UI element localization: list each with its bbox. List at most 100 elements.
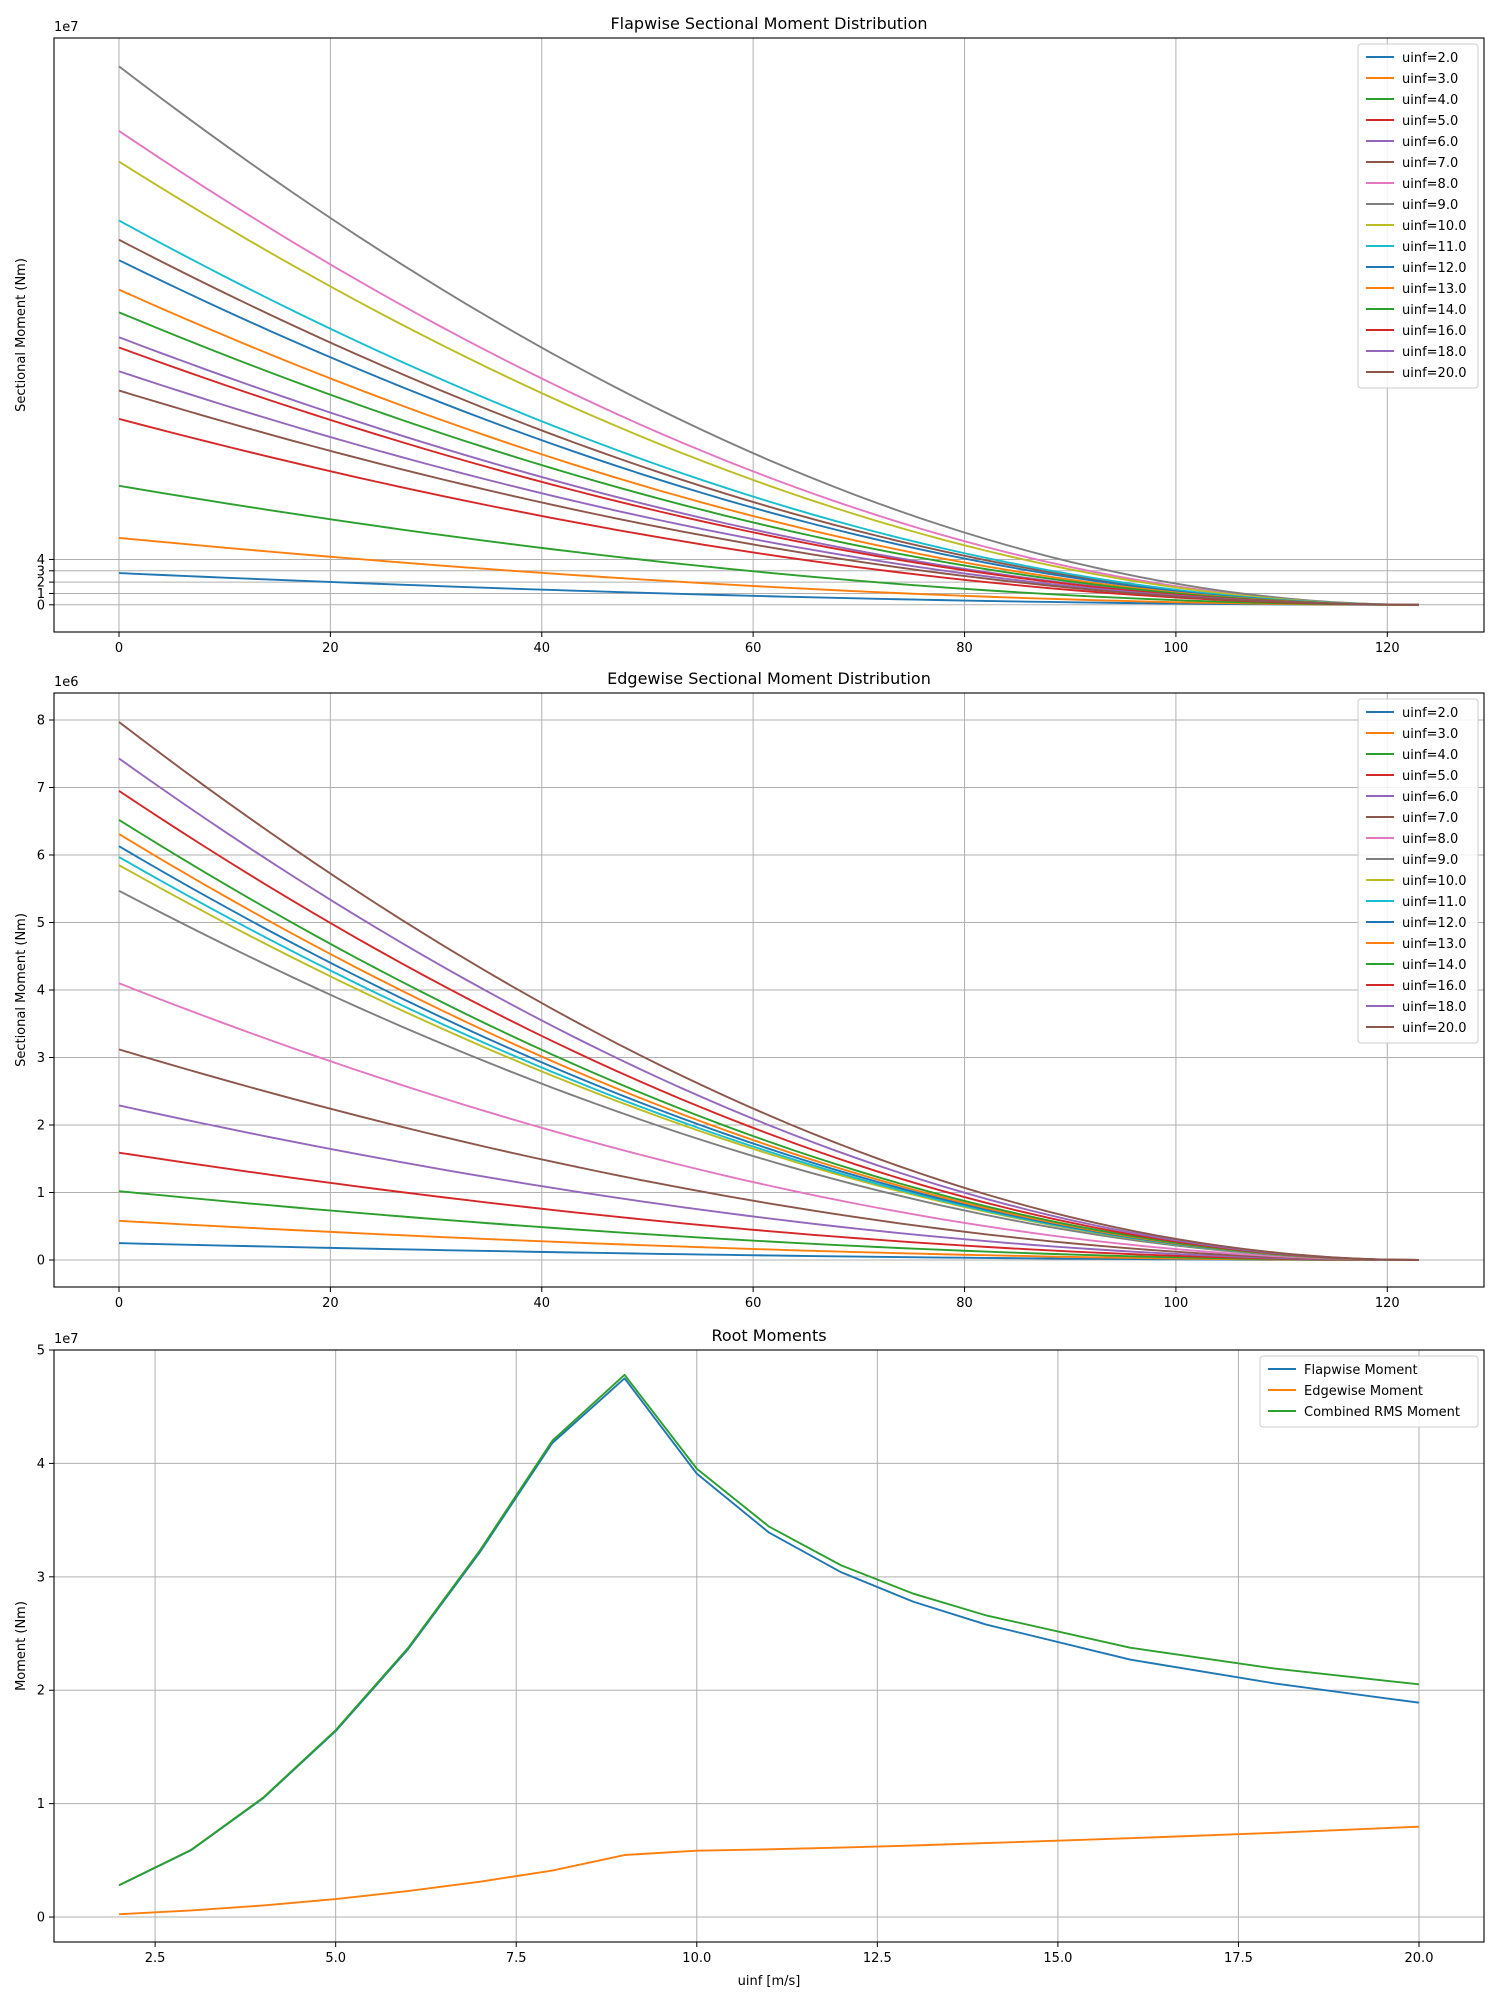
series-line	[118, 572, 1420, 606]
y-axis-label: Moment (Nm)	[14, 1601, 29, 1691]
axes-frame	[53, 37, 1485, 633]
series-line	[118, 790, 1420, 1261]
legend-entry: Combined RMS Moment	[1304, 1405, 1460, 1420]
scale-label: 1e6	[54, 675, 79, 690]
y-tick-label: 2	[37, 576, 45, 591]
y-tick-label: 6	[37, 849, 45, 864]
x-tick-label: 60	[745, 1296, 762, 1311]
legend-entry: uinf=12.0	[1402, 916, 1467, 931]
x-tick-label: 20	[322, 641, 339, 656]
legend-box	[1357, 43, 1479, 389]
legend-box	[1259, 1355, 1479, 1428]
x-tick-label: 17.5	[1224, 1951, 1253, 1966]
legend-entry: uinf=2.0	[1402, 51, 1458, 66]
series-line	[118, 1373, 1420, 1887]
series-line	[118, 346, 1420, 606]
legend-entry: uinf=5.0	[1402, 769, 1458, 784]
legend-entry: uinf=6.0	[1402, 135, 1458, 150]
series-line	[118, 219, 1420, 606]
legend-entry: uinf=10.0	[1402, 874, 1467, 889]
legend-entry: uinf=3.0	[1402, 727, 1458, 742]
legend-entry: uinf=10.0	[1402, 219, 1467, 234]
legend-entry: Flapwise Moment	[1304, 1363, 1418, 1378]
x-tick-label: 100	[1163, 1296, 1188, 1311]
legend-entry: uinf=7.0	[1402, 811, 1458, 826]
scale-label: 1e7	[54, 20, 79, 35]
axes-frame	[53, 1349, 1485, 1943]
x-tick-label: 120	[1375, 1296, 1400, 1311]
y-tick-label: 8	[37, 714, 45, 729]
legend-entry: uinf=8.0	[1402, 177, 1458, 192]
x-tick-label: 20	[322, 1296, 339, 1311]
legend-entry: uinf=12.0	[1402, 261, 1467, 276]
y-tick-label: 5	[37, 916, 45, 931]
legend-entry: Edgewise Moment	[1304, 1384, 1423, 1399]
legend-entry: uinf=9.0	[1402, 853, 1458, 868]
x-tick-label: 20.0	[1405, 1951, 1434, 1966]
y-tick-label: 3	[37, 1051, 45, 1066]
y-tick-label: 0	[37, 1911, 45, 1926]
series-line	[118, 845, 1420, 1261]
scale-label: 1e7	[54, 1332, 79, 1347]
legend-entry: uinf=8.0	[1402, 832, 1458, 847]
legend-entry: uinf=18.0	[1402, 345, 1467, 360]
y-tick-label: 1	[37, 1797, 45, 1812]
series-line	[118, 160, 1420, 606]
legend: uinf=2.0 uinf=3.0 uinf=4.0 uinf=5.0 uinf=6.0…	[1357, 43, 1479, 389]
series-line	[118, 856, 1420, 1261]
x-tick-label: 0	[115, 641, 123, 656]
legend-entry: uinf=4.0	[1402, 748, 1458, 763]
x-tick-label: 7.5	[506, 1951, 527, 1966]
legend-entry: uinf=2.0	[1402, 706, 1458, 721]
legend-entry: uinf=11.0	[1402, 895, 1467, 910]
x-tick-label: 10.0	[682, 1951, 711, 1966]
x-tick-label: 15.0	[1043, 1951, 1072, 1966]
y-tick-label: 4	[37, 1457, 45, 1472]
plot-area	[118, 65, 1420, 606]
x-tick-label: 40	[533, 641, 550, 656]
legend-entry: uinf=11.0	[1402, 240, 1467, 255]
chart-title: Edgewise Sectional Moment Distribution	[607, 669, 931, 688]
y-tick-label: 5	[37, 1344, 45, 1359]
legend-entry: uinf=20.0	[1402, 1021, 1467, 1036]
legend-entry: uinf=13.0	[1402, 282, 1467, 297]
series-line	[118, 336, 1420, 606]
series-line	[118, 536, 1420, 606]
series-line	[118, 757, 1420, 1261]
legend-entry: uinf=4.0	[1402, 93, 1458, 108]
legend-entry: uinf=13.0	[1402, 937, 1467, 952]
legend-entry: uinf=16.0	[1402, 979, 1467, 994]
x-tick-label: 60	[745, 641, 762, 656]
x-tick-label: 5.0	[325, 1951, 346, 1966]
x-tick-label: 0	[115, 1296, 123, 1311]
legend-entry: uinf=16.0	[1402, 324, 1467, 339]
y-tick-label: 2	[37, 1119, 45, 1134]
legend-entry: uinf=3.0	[1402, 72, 1458, 87]
legend-entry: uinf=20.0	[1402, 366, 1467, 381]
x-tick-label: 2.5	[145, 1951, 166, 1966]
y-tick-label: 4	[37, 553, 45, 568]
legend-entry: uinf=9.0	[1402, 198, 1458, 213]
y-tick-label: 2	[37, 1684, 45, 1699]
x-tick-label: 120	[1375, 641, 1400, 656]
series-line	[118, 982, 1420, 1261]
y-tick-label: 4	[37, 984, 45, 999]
chart-title: Root Moments	[711, 1326, 826, 1345]
x-tick-label: 100	[1163, 641, 1188, 656]
series-line	[118, 1104, 1420, 1261]
y-tick-label: 3	[37, 564, 45, 579]
x-tick-label: 12.5	[863, 1951, 892, 1966]
y-tick-label: 3	[37, 1570, 45, 1585]
series-line	[118, 833, 1420, 1261]
y-tick-label: 0	[37, 598, 45, 613]
y-tick-label: 0	[37, 1254, 45, 1269]
y-tick-label: 7	[37, 781, 45, 796]
x-axis-label: uinf [m/s]	[738, 1974, 801, 1989]
chart-title: Flapwise Sectional Moment Distribution	[610, 14, 927, 33]
y-tick-label: 1	[37, 587, 45, 602]
chart-3: 2.5 5.0 7.5 10.0 12.5 15.0 17.5 20.0 0 1 2 3 4 5 1e7 Ro…	[14, 1326, 1485, 1989]
series-line	[118, 721, 1420, 1261]
y-tick-label: 1	[37, 1186, 45, 1201]
y-axis-label: Sectional Moment (Nm)	[14, 258, 29, 412]
